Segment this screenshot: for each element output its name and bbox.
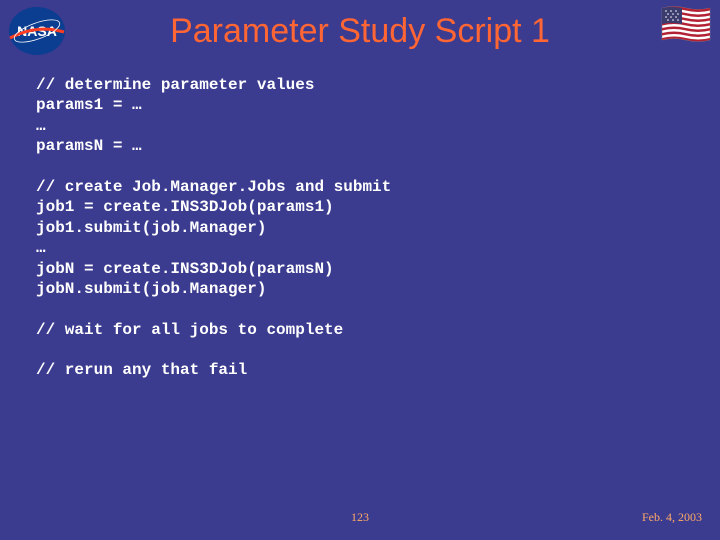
footer-date: Feb. 4, 2003 <box>642 510 702 525</box>
code-block-1: // determine parameter values params1 = … <box>36 75 684 157</box>
usa-flag-icon <box>658 6 712 44</box>
code-block-3: // wait for all jobs to complete <box>36 320 684 340</box>
page-number: 123 <box>351 510 369 525</box>
code-block-4: // rerun any that fail <box>36 360 684 380</box>
nasa-logo: NASA <box>4 4 70 58</box>
slide-footer: 123 Feb. 4, 2003 <box>0 510 720 530</box>
slide-title: Parameter Study Script 1 <box>0 0 720 57</box>
code-block-2: // create Job.Manager.Jobs and submit jo… <box>36 177 684 300</box>
slide-content: // determine parameter values params1 = … <box>0 57 720 381</box>
